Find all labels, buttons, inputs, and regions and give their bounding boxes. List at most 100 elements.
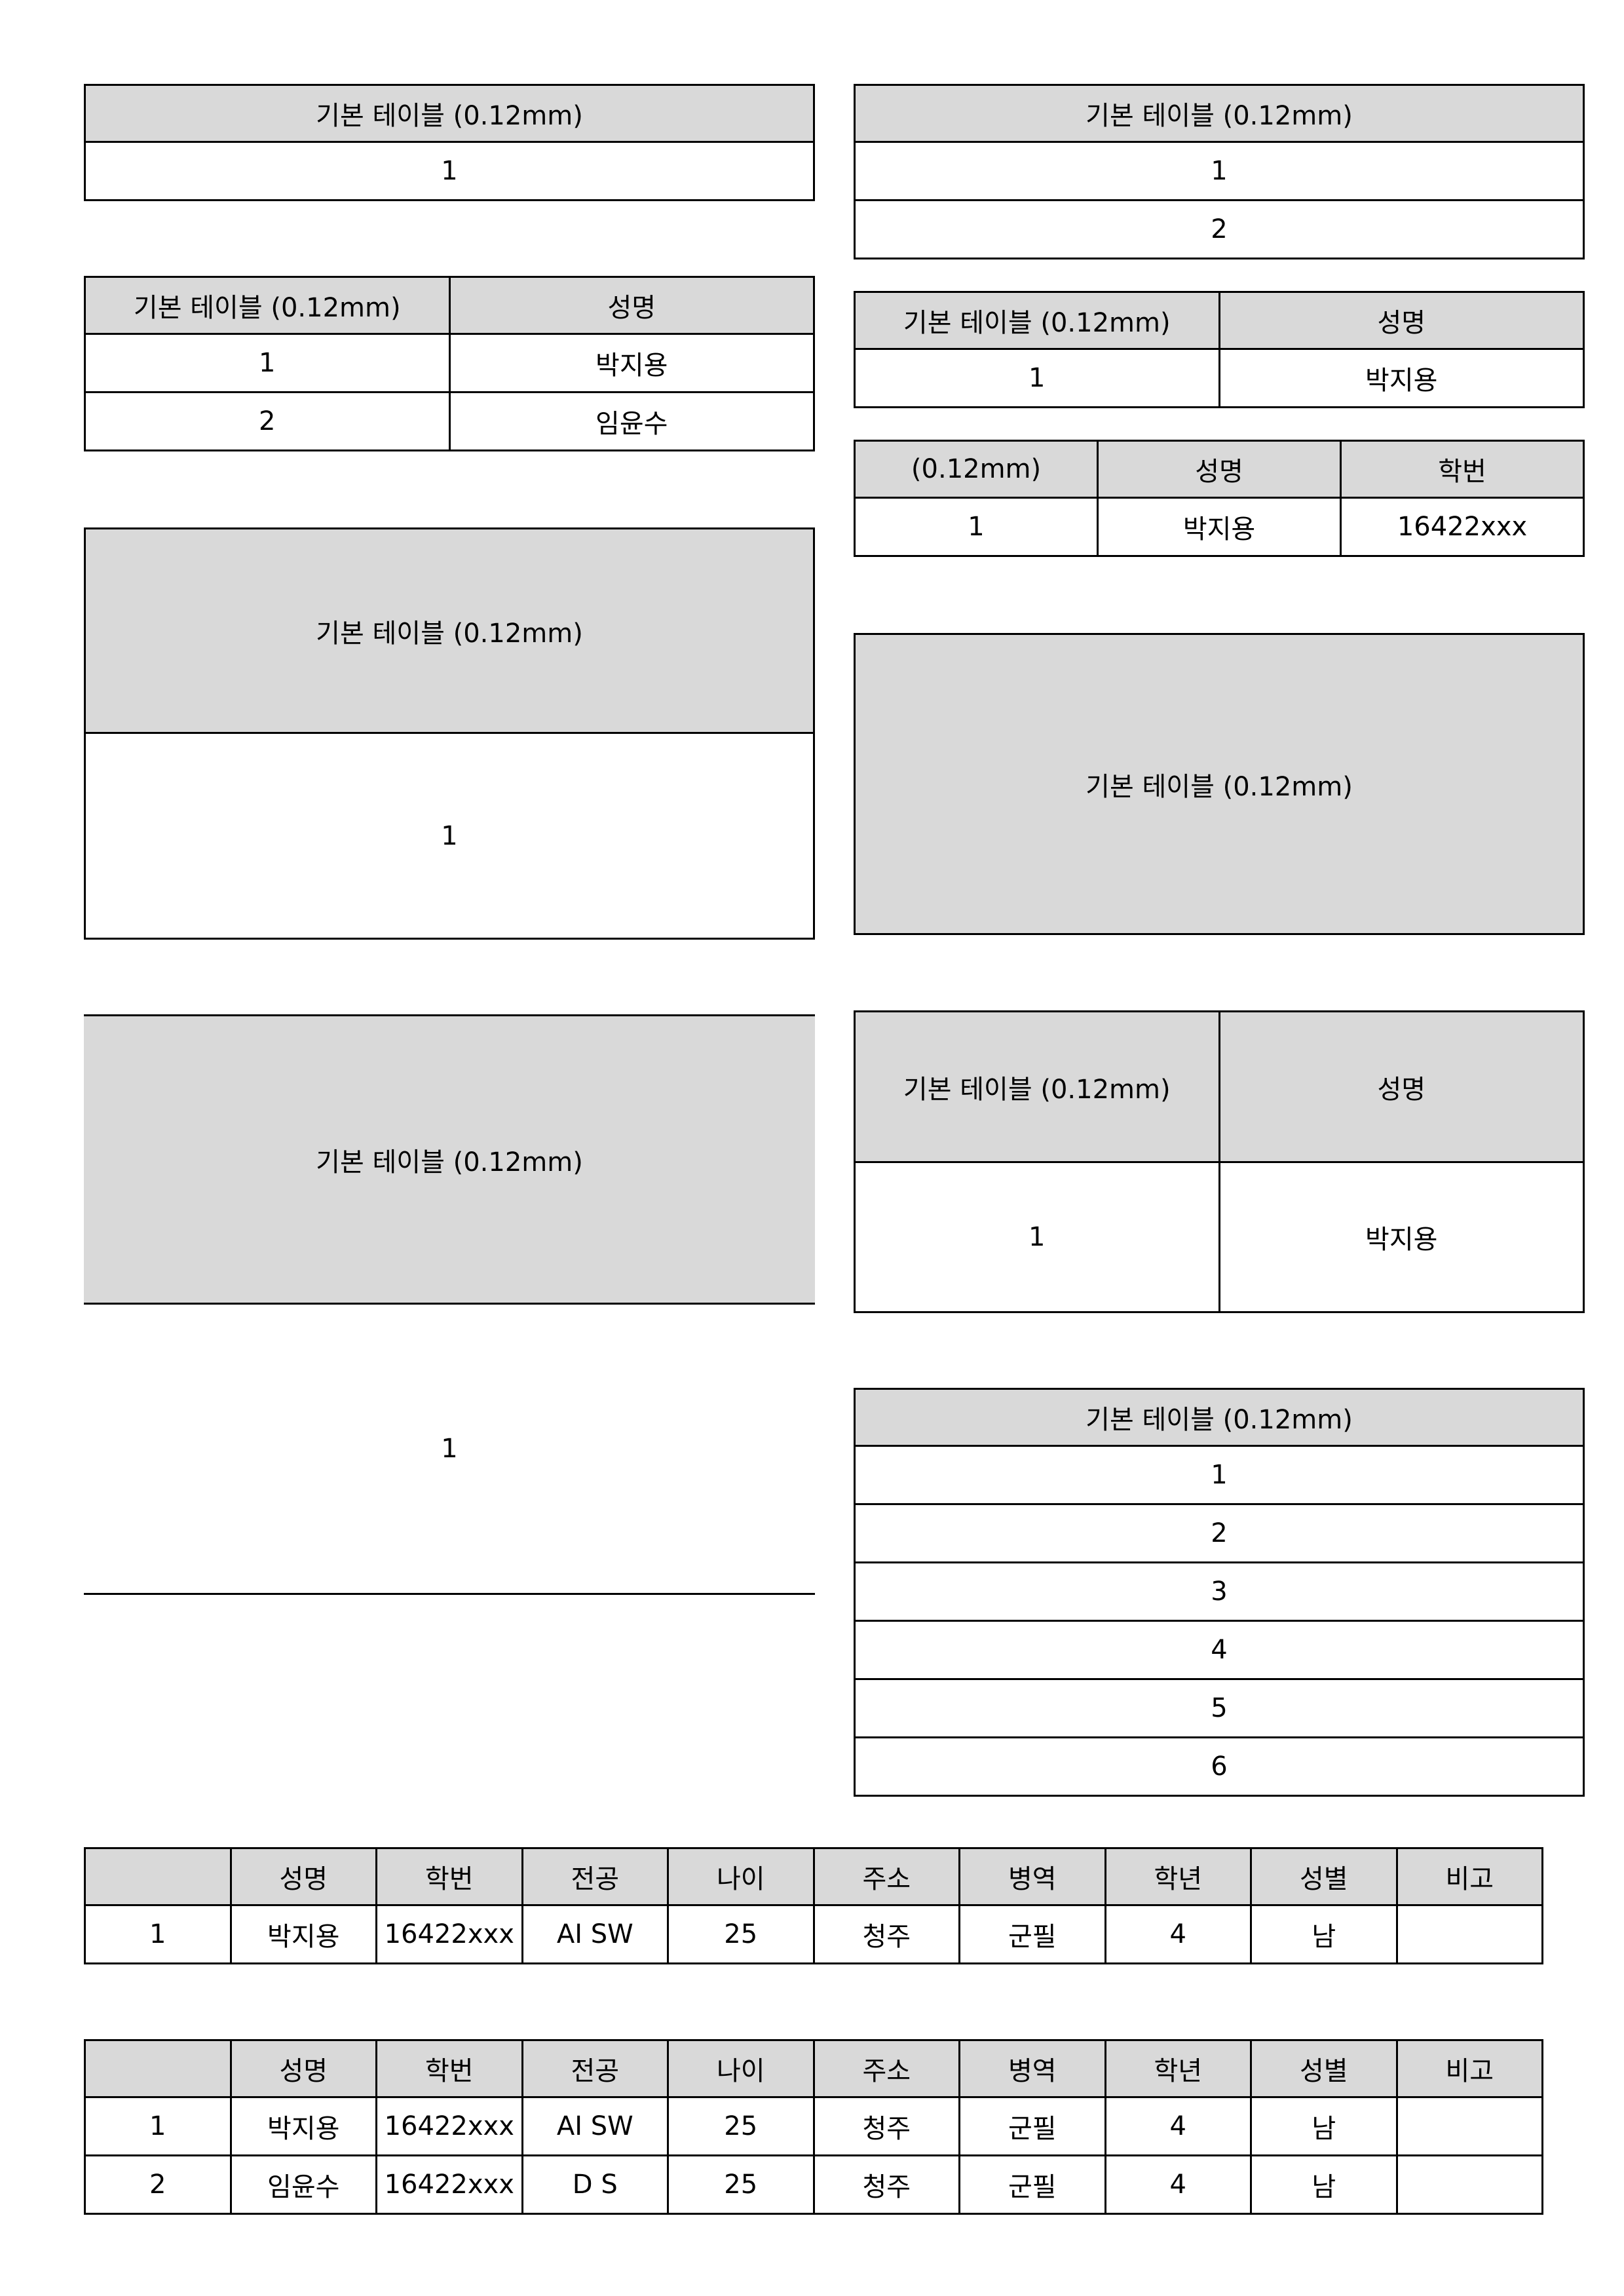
table-cell: 남	[1252, 2098, 1398, 2154]
table-cell: 16422xxx	[377, 2156, 523, 2213]
table-cell: 임윤수	[232, 2156, 377, 2213]
table-cell: 2	[856, 201, 1585, 258]
table-name-list: 기본 테이블 (0.12mm) 성명 1 박지용 2 임윤수	[84, 276, 815, 451]
table-student-id: (0.12mm) 성명 학번 1 박지용 16422xxx	[854, 440, 1585, 557]
table-row: 2	[854, 201, 1585, 259]
table-row: 1	[84, 1305, 815, 1595]
header-cell: (0.12mm)	[856, 442, 1099, 497]
table-header-row: 기본 테이블 (0.12mm) 성명	[854, 1010, 1585, 1163]
table-borderless-sides: 기본 테이블 (0.12mm) 1	[84, 1014, 815, 1595]
table-cell: 청주	[815, 2156, 960, 2213]
header-cell: 성명	[1220, 1012, 1585, 1161]
table-cell	[1398, 2098, 1543, 2154]
table-cell: 4	[856, 1622, 1585, 1678]
table-header-row: 기본 테이블 (0.12mm)	[84, 1014, 815, 1305]
table-row: 1	[854, 143, 1585, 201]
table-cell: 1	[856, 143, 1585, 199]
table-header-row: 기본 테이블 (0.12mm)	[84, 84, 815, 143]
table-basic-1: 기본 테이블 (0.12mm) 1	[84, 84, 815, 201]
table-cell: 박지용	[1099, 499, 1342, 555]
table-row: 6	[854, 1738, 1585, 1797]
table-cell: 16422xxx	[1342, 499, 1585, 555]
table-row: 4	[854, 1622, 1585, 1680]
header-cell: 성별	[1252, 1849, 1398, 1904]
header-cell: 비고	[1397, 1849, 1543, 1904]
table-row: 1 박지용	[84, 335, 815, 393]
table-cell: 박지용	[451, 335, 815, 391]
table-cell: 박지용	[232, 1906, 377, 1962]
table-row: 1 박지용	[854, 350, 1585, 408]
table-header-row: 기본 테이블 (0.12mm)	[854, 633, 1585, 935]
header-cell: 기본 테이블 (0.12mm)	[856, 1012, 1220, 1161]
table-cell: 25	[669, 2098, 815, 2154]
table-cell: 1	[86, 2098, 232, 2154]
header-cell: 기본 테이블 (0.12mm)	[856, 293, 1220, 348]
table-row: 1	[854, 1447, 1585, 1505]
table-six-rows: 기본 테이블 (0.12mm) 1 2 3 4 5 6	[854, 1388, 1585, 1797]
table-cell: 4	[1106, 2156, 1252, 2213]
header-cell: 나이	[669, 1849, 815, 1904]
table-header-row: 기본 테이블 (0.12mm)	[854, 84, 1585, 143]
header-cell: 병역	[960, 1849, 1106, 1904]
table-cell: 16422xxx	[377, 2098, 523, 2154]
header-cell: 성명	[231, 2041, 377, 2096]
table-basic-2: 기본 테이블 (0.12mm) 1 2	[854, 84, 1585, 259]
table-cell: 1	[86, 143, 815, 199]
table-row: 1 박지용 16422xxx AI SW 25 청주 군필 4 남	[84, 1906, 1543, 1964]
table-tall-name: 기본 테이블 (0.12mm) 성명 1 박지용	[854, 1010, 1585, 1313]
table-header-row: 기본 테이블 (0.12mm)	[854, 1388, 1585, 1447]
table-tall-rows: 기본 테이블 (0.12mm) 1	[84, 527, 815, 940]
header-cell: 성명	[450, 278, 815, 333]
table-row: 1	[84, 143, 815, 201]
table-cell: 박지용	[1220, 350, 1585, 406]
table-cell: 1	[86, 1906, 232, 1962]
table-cell: AI SW	[523, 2098, 669, 2154]
table-cell: 25	[669, 2156, 815, 2213]
table-cell	[1398, 2156, 1543, 2213]
table-row: 1	[84, 734, 815, 940]
table-header-only: 기본 테이블 (0.12mm)	[854, 633, 1585, 935]
table-student-info-single: 성명 학번 전공 나이 주소 병역 학년 성별 비고 1 박지용 16422xx…	[84, 1847, 1543, 1964]
header-cell: 학번	[377, 1849, 523, 1904]
header-cell	[86, 1849, 232, 1904]
header-cell: 비고	[1397, 2041, 1543, 2096]
table-cell: 5	[856, 1680, 1585, 1736]
header-cell: 기본 테이블 (0.12mm)	[856, 635, 1585, 933]
header-cell: 성명	[231, 1849, 377, 1904]
header-cell: 기본 테이블 (0.12mm)	[86, 86, 815, 141]
header-cell	[86, 2041, 232, 2096]
header-cell: 학년	[1106, 1849, 1252, 1904]
header-cell: 기본 테이블 (0.12mm)	[86, 529, 815, 732]
table-cell: 1	[441, 1434, 458, 1464]
table-cell: 군필	[960, 2156, 1106, 2213]
header-cell: 병역	[960, 2041, 1106, 2096]
header-cell: 기본 테이블 (0.12mm)	[856, 1390, 1585, 1445]
header-cell: 기본 테이블 (0.12mm)	[856, 86, 1585, 141]
header-cell: 성명	[1220, 293, 1585, 348]
table-row: 3	[854, 1563, 1585, 1622]
table-cell: 1	[856, 350, 1220, 406]
table-row: 5	[854, 1680, 1585, 1738]
table-row: 1 박지용 16422xxx	[854, 499, 1585, 557]
table-cell: 남	[1252, 1906, 1398, 1962]
table-header-row: (0.12mm) 성명 학번	[854, 440, 1585, 499]
table-row: 2	[854, 1505, 1585, 1563]
table-row: 2 임윤수	[84, 393, 815, 451]
table-cell: D S	[523, 2156, 669, 2213]
table-cell: 군필	[960, 2098, 1106, 2154]
table-cell: 2	[86, 393, 451, 450]
table-header-row: 기본 테이블 (0.12mm) 성명	[84, 276, 815, 335]
table-row: 2 임윤수 16422xxx D S 25 청주 군필 4 남	[84, 2156, 1543, 2215]
table-cell: 4	[1106, 1906, 1252, 1962]
table-cell: 군필	[960, 1906, 1106, 1962]
header-cell: 전공	[523, 2041, 669, 2096]
table-header-row: 성명 학번 전공 나이 주소 병역 학년 성별 비고	[84, 2039, 1543, 2098]
table-row: 1 박지용	[854, 1163, 1585, 1313]
table-cell: 1	[86, 734, 815, 938]
table-cell: 1	[856, 1163, 1220, 1311]
table-cell: 1	[856, 499, 1099, 555]
header-cell: 기본 테이블 (0.12mm)	[86, 278, 451, 333]
table-row: 1 박지용 16422xxx AI SW 25 청주 군필 4 남	[84, 2098, 1543, 2156]
table-cell: 3	[856, 1563, 1585, 1620]
table-cell: 25	[669, 1906, 815, 1962]
